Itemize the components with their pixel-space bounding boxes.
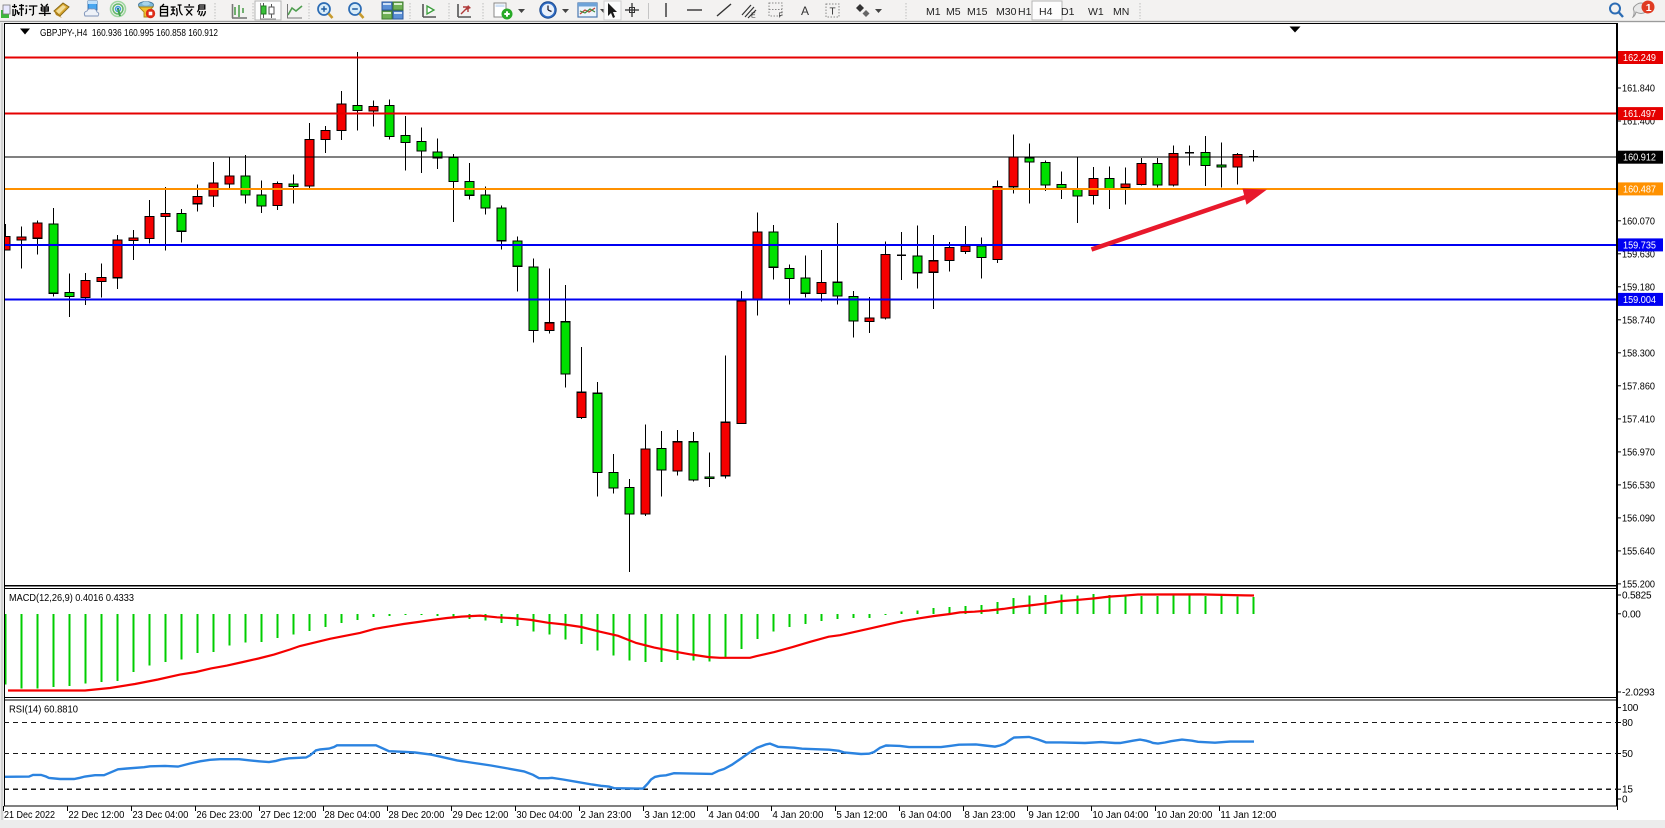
svg-text:155.640: 155.640 bbox=[1622, 546, 1655, 557]
svg-text:29 Dec 12:00: 29 Dec 12:00 bbox=[452, 810, 508, 821]
svg-text:M15: M15 bbox=[967, 6, 988, 18]
svg-text:M1: M1 bbox=[926, 6, 941, 18]
svg-text:F: F bbox=[779, 13, 783, 20]
svg-text:M30: M30 bbox=[996, 6, 1017, 18]
svg-text:26 Dec 23:00: 26 Dec 23:00 bbox=[196, 810, 252, 821]
svg-text:H4: H4 bbox=[1039, 6, 1053, 18]
svg-text:6 Jan 04:00: 6 Jan 04:00 bbox=[900, 810, 951, 821]
svg-text:W1: W1 bbox=[1088, 6, 1104, 18]
svg-text:160.487: 160.487 bbox=[1623, 184, 1656, 195]
svg-text:11 Jan 12:00: 11 Jan 12:00 bbox=[1220, 810, 1276, 821]
svg-text:MACD(12,26,9) 0.4016 0.4333: MACD(12,26,9) 0.4016 0.4333 bbox=[9, 593, 134, 604]
svg-text:GBPJPY-,H4 160.936 160.995 16: GBPJPY-,H4 160.936 160.995 160.858 160.9… bbox=[40, 27, 218, 39]
svg-text:23 Dec 04:00: 23 Dec 04:00 bbox=[132, 810, 188, 821]
svg-text:80: 80 bbox=[1622, 718, 1633, 729]
svg-text:21 Dec 2022: 21 Dec 2022 bbox=[4, 810, 55, 821]
svg-text:156.090: 156.090 bbox=[1622, 513, 1655, 524]
svg-text:158.300: 158.300 bbox=[1622, 348, 1655, 359]
svg-text:100: 100 bbox=[1622, 703, 1639, 714]
svg-text:H1: H1 bbox=[1018, 6, 1032, 18]
svg-text:158.740: 158.740 bbox=[1622, 315, 1655, 326]
svg-text:MN: MN bbox=[1113, 6, 1129, 18]
svg-text:0.00: 0.00 bbox=[1622, 609, 1641, 620]
svg-text:RSI(14) 60.8810: RSI(14) 60.8810 bbox=[9, 705, 78, 716]
svg-text:5 Jan 12:00: 5 Jan 12:00 bbox=[836, 810, 887, 821]
svg-text:155.200: 155.200 bbox=[1622, 579, 1655, 590]
svg-text:9 Jan 12:00: 9 Jan 12:00 bbox=[1028, 810, 1079, 821]
svg-text:A: A bbox=[801, 4, 809, 18]
svg-text:0.5825: 0.5825 bbox=[1622, 591, 1652, 602]
svg-text:161.400: 161.400 bbox=[1622, 117, 1655, 128]
svg-text:27 Dec 12:00: 27 Dec 12:00 bbox=[260, 810, 316, 821]
svg-text:156.530: 156.530 bbox=[1622, 480, 1655, 491]
svg-text:28 Dec 20:00: 28 Dec 20:00 bbox=[388, 810, 444, 821]
svg-text:10 Jan 20:00: 10 Jan 20:00 bbox=[1156, 810, 1212, 821]
svg-text:T: T bbox=[830, 7, 836, 18]
svg-text:161.497: 161.497 bbox=[1623, 109, 1656, 120]
svg-text:161.840: 161.840 bbox=[1622, 84, 1655, 95]
svg-text:-2.0293: -2.0293 bbox=[1622, 688, 1655, 699]
svg-text:4 Jan 20:00: 4 Jan 20:00 bbox=[772, 810, 823, 821]
svg-text:160.070: 160.070 bbox=[1622, 216, 1655, 227]
svg-text:50: 50 bbox=[1622, 749, 1633, 760]
svg-text:22 Dec 12:00: 22 Dec 12:00 bbox=[68, 810, 124, 821]
svg-text:30 Dec 04:00: 30 Dec 04:00 bbox=[516, 810, 572, 821]
svg-text:1: 1 bbox=[1646, 2, 1652, 14]
svg-text:4 Jan 04:00: 4 Jan 04:00 bbox=[708, 810, 759, 821]
svg-text:10 Jan 04:00: 10 Jan 04:00 bbox=[1092, 810, 1148, 821]
svg-text:159.004: 159.004 bbox=[1623, 295, 1656, 306]
svg-text:M5: M5 bbox=[946, 6, 961, 18]
svg-text:160.912: 160.912 bbox=[1623, 153, 1656, 164]
svg-text:15: 15 bbox=[1622, 785, 1633, 796]
svg-text:162.249: 162.249 bbox=[1623, 53, 1656, 64]
svg-text:157.410: 157.410 bbox=[1622, 414, 1655, 425]
svg-text:159.735: 159.735 bbox=[1623, 240, 1656, 251]
svg-text:2 Jan 23:00: 2 Jan 23:00 bbox=[580, 810, 631, 821]
svg-text:28 Dec 04:00: 28 Dec 04:00 bbox=[324, 810, 380, 821]
svg-text:159.630: 159.630 bbox=[1622, 249, 1655, 260]
svg-text:8 Jan 23:00: 8 Jan 23:00 bbox=[964, 810, 1015, 821]
svg-text:159.180: 159.180 bbox=[1622, 282, 1655, 293]
svg-text:0: 0 bbox=[1622, 795, 1628, 806]
svg-text:157.860: 157.860 bbox=[1622, 381, 1655, 392]
svg-text:D1: D1 bbox=[1061, 6, 1075, 18]
svg-text:3 Jan 12:00: 3 Jan 12:00 bbox=[644, 810, 695, 821]
svg-text:156.970: 156.970 bbox=[1622, 447, 1655, 458]
svg-text:E: E bbox=[751, 13, 756, 20]
